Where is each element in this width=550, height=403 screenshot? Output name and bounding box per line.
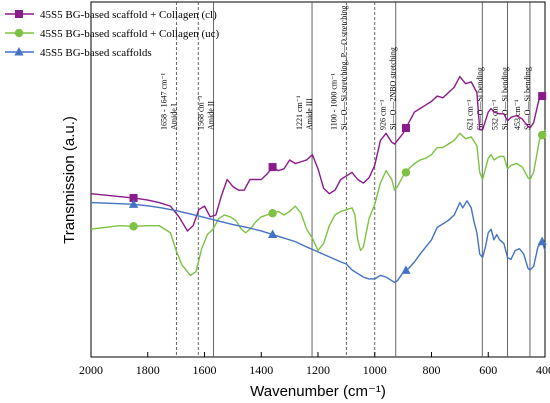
- series-marker: [268, 163, 277, 172]
- series-line: [90, 75, 546, 232]
- reference-line-label: 621 cm⁻¹: [465, 99, 474, 130]
- reference-line-label: Si—O—Si stretching, P—O stretching: [339, 6, 348, 130]
- series-marker: [537, 236, 547, 246]
- series-marker: [401, 265, 411, 274]
- legend-marker: [15, 10, 23, 18]
- y-axis-label: Transmission (a.u.): [61, 116, 78, 244]
- reference-line-label: 532 cm⁻¹: [491, 99, 500, 130]
- series-line: [90, 129, 546, 277]
- legend-entry: 45S5 BG-based scaffold + Collagen (uc): [40, 28, 220, 40]
- x-tick-label: 1200: [306, 363, 330, 377]
- reference-line-label: 1658 - 1647 cm⁻¹: [159, 72, 168, 130]
- x-tick-label: 600: [479, 363, 497, 377]
- series-marker: [538, 92, 547, 101]
- series-line: [90, 200, 546, 284]
- series-group: [90, 199, 547, 284]
- x-tick-label: 1400: [249, 363, 273, 377]
- series-marker: [129, 222, 138, 231]
- reference-line-label: 1568 cm⁻¹: [197, 95, 206, 130]
- reference-line-label: 1221 cm⁻¹: [295, 95, 304, 130]
- reference-line-label: Si—O—Si bending: [475, 67, 484, 130]
- legend-entry: 45S5 BG-based scaffolds: [40, 47, 152, 59]
- series-group: [90, 129, 547, 277]
- series-group: [90, 75, 547, 232]
- x-tick-label: 400: [536, 363, 550, 377]
- legend: 45S5 BG-based scaffold + Collagen (cl) 45…: [5, 9, 220, 59]
- series-marker: [268, 209, 277, 218]
- legend-marker: [14, 28, 24, 38]
- x-axis: 2000 1800 1600 1400 1200 1000 800 600 400: [79, 352, 550, 377]
- reference-line-label: Amide I: [169, 103, 178, 130]
- series-marker: [401, 168, 411, 177]
- series-marker: [401, 124, 410, 133]
- x-tick-label: 1800: [136, 363, 160, 377]
- reference-line-label: Amide III: [305, 98, 314, 130]
- series-marker: [268, 229, 278, 239]
- series-layer: [90, 75, 547, 284]
- reference-line-label: Amide II: [207, 101, 216, 130]
- reference-line-label: Si—O—Si bending: [523, 67, 532, 130]
- reference-line-label: 453 cm⁻¹: [513, 99, 522, 130]
- series-marker: [129, 193, 138, 202]
- reference-line-label: Si—O—2NBO stretching: [389, 47, 398, 130]
- series-marker: [128, 199, 139, 208]
- x-tick-label: 800: [423, 363, 441, 377]
- x-tick-label: 1000: [363, 363, 387, 377]
- x-tick-label: 2000: [79, 363, 103, 377]
- legend-entry: 45S5 BG-based scaffold + Collagen (cl): [40, 9, 217, 21]
- series-marker: [537, 130, 547, 140]
- reference-line-label: 926 cm⁻¹: [379, 99, 388, 130]
- reference-line-label: Si—O—Si bending: [501, 67, 510, 130]
- reference-line-label: 1100 - 1000 cm⁻¹: [329, 73, 338, 130]
- legend-marker: [14, 47, 24, 56]
- x-axis-label: Wavenumber (cm⁻¹): [250, 383, 386, 400]
- x-tick-label: 1600: [193, 363, 217, 377]
